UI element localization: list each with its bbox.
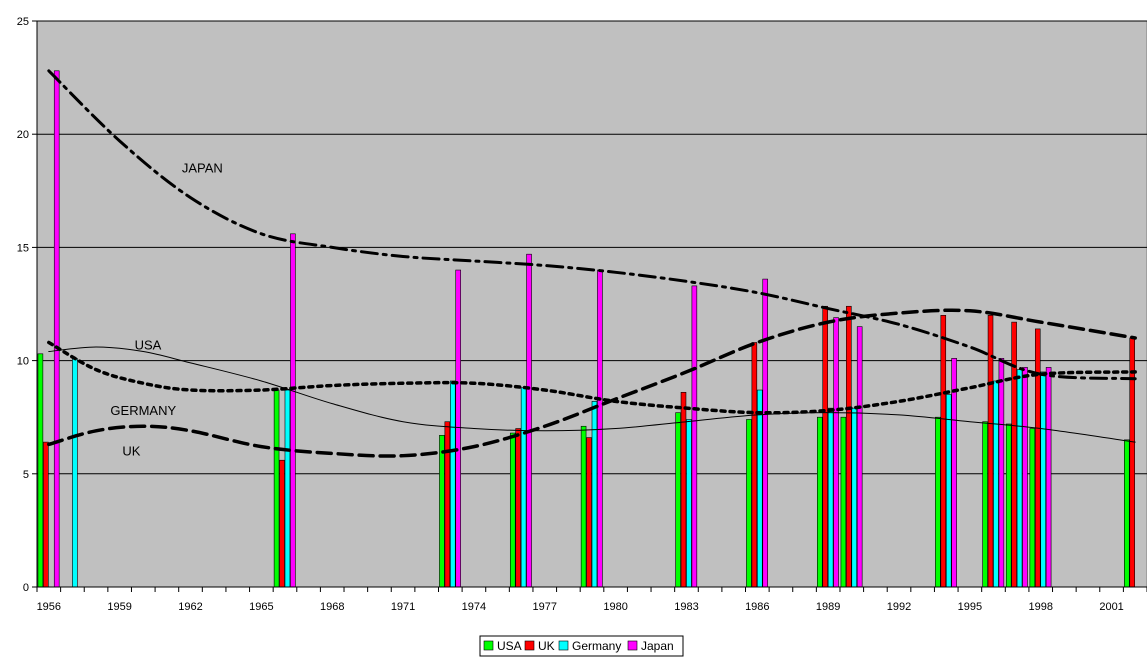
bar-uk bbox=[1129, 337, 1135, 588]
bar-germany bbox=[993, 380, 999, 588]
x-tick-label: 1980 bbox=[603, 601, 627, 613]
legend-swatch-usa bbox=[483, 640, 494, 651]
trend-line-uk bbox=[47, 308, 1137, 458]
bar-usa bbox=[37, 353, 44, 588]
bar-usa bbox=[982, 421, 988, 588]
annotation-japan: JAPAN bbox=[182, 161, 223, 176]
annotations: JAPAN USA GERMANY UK bbox=[110, 161, 222, 459]
x-tick-label: 1998 bbox=[1028, 601, 1052, 613]
x-tick-label: 1971 bbox=[391, 601, 415, 613]
legend-label-uk: UK bbox=[538, 639, 555, 653]
y-axis-ticks: 0 5 10 15 20 25 bbox=[17, 16, 37, 594]
legend-label-japan: Japan bbox=[641, 639, 674, 653]
annotation-uk: UK bbox=[122, 444, 140, 459]
bar-usa bbox=[840, 416, 847, 588]
bar-usa bbox=[273, 389, 280, 588]
bar-germany bbox=[72, 358, 78, 588]
bar-uk bbox=[43, 441, 49, 588]
bar-japan bbox=[290, 233, 296, 588]
bar-germany bbox=[827, 407, 834, 588]
trend-lines bbox=[47, 69, 1137, 458]
bar-germany bbox=[945, 394, 952, 588]
x-tick-label: 1959 bbox=[107, 601, 131, 613]
bar-germany bbox=[1016, 369, 1023, 588]
x-tick-label: 1983 bbox=[674, 601, 698, 613]
bar-germany bbox=[686, 419, 692, 588]
trend-line-germany bbox=[47, 340, 1137, 415]
y-tick-label: 10 bbox=[17, 356, 29, 368]
x-tick-label: 1992 bbox=[887, 601, 911, 613]
bar-uk bbox=[515, 428, 521, 588]
bar-uk bbox=[751, 342, 758, 588]
bar-japan bbox=[597, 269, 603, 588]
bar-japan bbox=[856, 326, 863, 588]
bar-usa bbox=[675, 412, 681, 588]
trend-line-japan bbox=[47, 69, 1137, 381]
x-tick-label: 1968 bbox=[320, 601, 344, 613]
bar-uk bbox=[1011, 321, 1017, 588]
bar-germany bbox=[449, 380, 456, 588]
axes bbox=[36, 21, 1147, 588]
x-tick-label: 1986 bbox=[745, 601, 769, 613]
bar-usa bbox=[817, 416, 823, 588]
bar-usa bbox=[1005, 423, 1012, 588]
legend-swatch-uk bbox=[524, 640, 535, 651]
bar-germany bbox=[757, 389, 763, 588]
bar-uk bbox=[444, 421, 451, 588]
bar-uk bbox=[1034, 328, 1041, 588]
legend-swatch-germany bbox=[558, 640, 569, 651]
annotation-germany: GERMANY bbox=[110, 403, 176, 418]
bar-japan bbox=[833, 317, 839, 588]
bar-usa bbox=[1124, 439, 1130, 588]
bar-uk bbox=[940, 315, 947, 588]
y-tick-label: 25 bbox=[17, 16, 29, 28]
y-tick-label: 5 bbox=[23, 469, 29, 481]
bar-usa bbox=[439, 435, 445, 588]
bar-japan bbox=[691, 285, 698, 588]
bar-germany bbox=[851, 407, 858, 588]
bar-japan bbox=[455, 269, 461, 588]
bar-usa bbox=[1029, 428, 1036, 588]
legend-swatch-japan bbox=[627, 640, 638, 651]
x-axis-ticks: 1956 1959 1962 1965 1968 1971 1974 1977 1980 1983… bbox=[36, 587, 1147, 613]
bar-usa bbox=[509, 432, 516, 588]
x-tick-label: 1956 bbox=[37, 601, 61, 613]
bar-germany bbox=[520, 387, 527, 588]
bar-uk bbox=[822, 305, 828, 588]
bar-japan bbox=[1045, 367, 1052, 588]
x-tick-label: 1974 bbox=[462, 601, 486, 613]
x-tick-label: 1962 bbox=[178, 601, 202, 613]
trend-line-usa bbox=[48, 346, 1136, 443]
bar-germany bbox=[1040, 371, 1046, 588]
x-tick-label: 2001 bbox=[1099, 601, 1123, 613]
annotation-usa: USA bbox=[135, 337, 162, 352]
bar-japan bbox=[1022, 367, 1028, 588]
bar-japan bbox=[526, 253, 532, 588]
bar-uk bbox=[279, 459, 285, 588]
bar-uk bbox=[846, 305, 852, 588]
bars bbox=[37, 70, 1135, 588]
x-tick-label: 1989 bbox=[816, 601, 840, 613]
y-tick-label: 20 bbox=[17, 129, 29, 141]
x-tick-label: 1965 bbox=[249, 601, 273, 613]
bar-germany bbox=[284, 389, 291, 588]
bar-usa bbox=[580, 425, 587, 588]
legend-label-germany: Germany bbox=[572, 639, 621, 653]
bar-uk bbox=[586, 437, 592, 588]
bar-usa bbox=[935, 416, 941, 588]
bar-japan bbox=[998, 358, 1005, 588]
bar-usa bbox=[746, 419, 752, 588]
y-tick-label: 0 bbox=[23, 582, 29, 594]
bar-japan bbox=[53, 70, 60, 588]
legend: USA UK Germany Japan bbox=[479, 635, 684, 657]
x-tick-label: 1995 bbox=[958, 601, 982, 613]
x-tick-label: 1977 bbox=[533, 601, 557, 613]
legend-label-usa: USA bbox=[497, 639, 522, 653]
bar-japan bbox=[762, 278, 768, 588]
y-tick-label: 15 bbox=[17, 242, 29, 254]
